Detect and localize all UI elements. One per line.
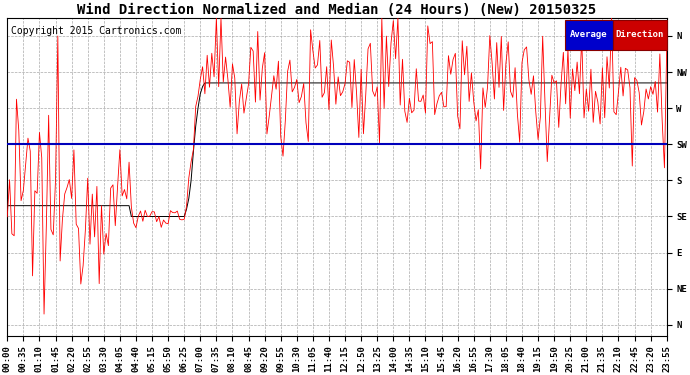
FancyBboxPatch shape bbox=[564, 20, 613, 50]
FancyBboxPatch shape bbox=[613, 20, 667, 50]
Text: Copyright 2015 Cartronics.com: Copyright 2015 Cartronics.com bbox=[10, 26, 181, 36]
Text: Average: Average bbox=[570, 30, 607, 39]
Text: Direction: Direction bbox=[615, 30, 664, 39]
Title: Wind Direction Normalized and Median (24 Hours) (New) 20150325: Wind Direction Normalized and Median (24… bbox=[77, 3, 597, 17]
